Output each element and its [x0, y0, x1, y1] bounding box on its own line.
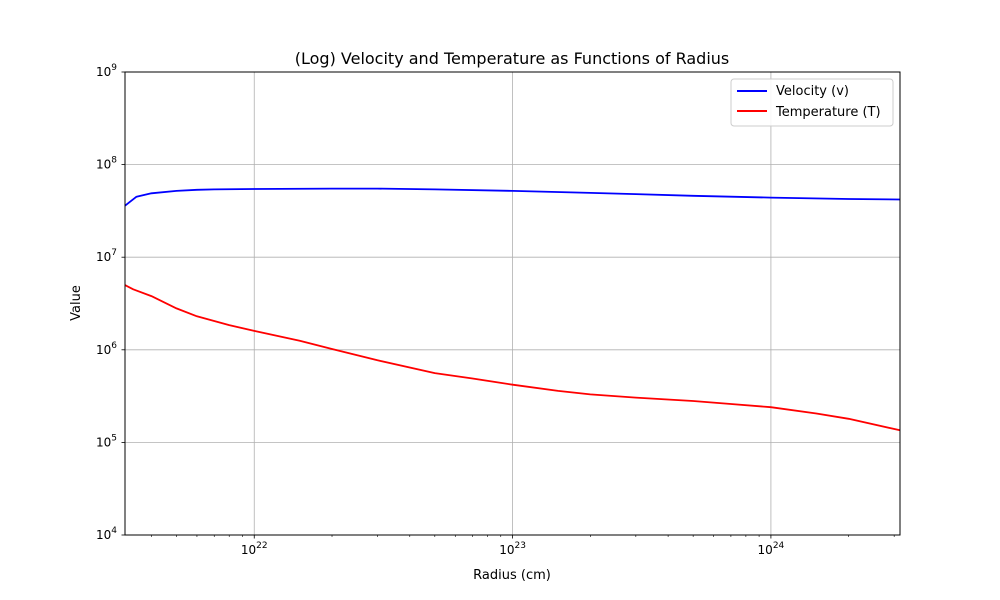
- series-line-velocity: [124, 187, 901, 207]
- series-line-temperature: [124, 284, 901, 432]
- axis-ticks: 1022 1023 1024 104 105 106 107 108 109: [96, 63, 895, 557]
- y-axis-label: Value: [69, 285, 84, 321]
- x-tick-label: 1023: [499, 541, 526, 557]
- y-tick-label: 108: [96, 156, 117, 172]
- y-tick-label: 109: [96, 63, 117, 79]
- series-layer: [124, 187, 901, 432]
- y-tick-label: 106: [96, 341, 117, 357]
- y-tick-label: 104: [96, 526, 117, 542]
- x-axis-label: Radius (cm): [473, 568, 551, 583]
- legend-box: [730, 78, 894, 127]
- legend-label-temperature: Temperature (T): [775, 105, 881, 120]
- x-tick-label: 1022: [241, 541, 268, 557]
- legend-label-velocity: Velocity (v): [776, 84, 849, 99]
- x-tick-label: 1024: [758, 541, 785, 557]
- y-tick-label: 105: [96, 433, 117, 449]
- chart-title: (Log) Velocity and Temperature as Functi…: [295, 49, 729, 68]
- grid: [125, 71, 900, 536]
- legend: Velocity (v) Temperature (T): [730, 78, 894, 127]
- y-tick-label: 107: [96, 248, 117, 264]
